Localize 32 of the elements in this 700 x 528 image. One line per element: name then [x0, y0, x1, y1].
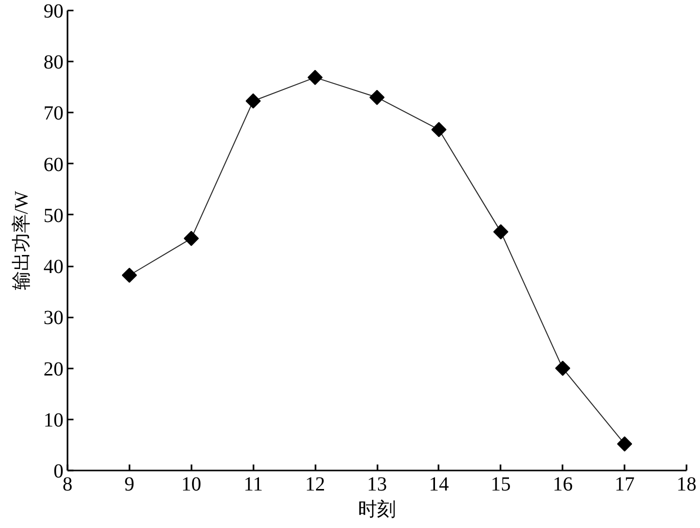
y-tick-label: 30	[44, 307, 64, 330]
point	[184, 230, 199, 246]
y-tick-label: 10	[44, 409, 64, 432]
y-tick-label: 90	[44, 0, 64, 22]
y-tick-label: 60	[44, 154, 64, 176]
x-tick-label: 8	[62, 474, 72, 496]
x-tick-label: 10	[181, 474, 202, 496]
point	[246, 93, 261, 109]
point	[122, 268, 137, 283]
x-tick-label: 16	[552, 474, 573, 496]
x-axis-title: 时刻	[358, 498, 396, 520]
x-tick-label: 12	[305, 474, 326, 496]
y-tick-label: 80	[44, 52, 64, 74]
y-tick-label: 0	[54, 460, 64, 482]
y-tick-label: 70	[44, 102, 64, 125]
x-tick-label: 14	[428, 474, 449, 496]
x-tick-label: 17	[614, 474, 635, 496]
x-tick-label: 9	[124, 474, 134, 496]
point	[617, 436, 632, 452]
point	[369, 90, 385, 105]
x-tick-label: 18	[676, 474, 696, 496]
y-tick-label: 40	[44, 256, 64, 278]
point	[308, 70, 323, 86]
point	[493, 224, 508, 240]
y-tick-label: 50	[44, 204, 64, 227]
x-tick-label: 11	[244, 474, 263, 496]
x-tick-label: 15	[490, 474, 511, 496]
y-tick-label: 20	[44, 358, 64, 380]
point	[555, 360, 570, 376]
point	[431, 122, 446, 138]
x-tick-label: 13	[367, 474, 387, 496]
y-axis-title: 输出功率/W	[10, 190, 32, 290]
